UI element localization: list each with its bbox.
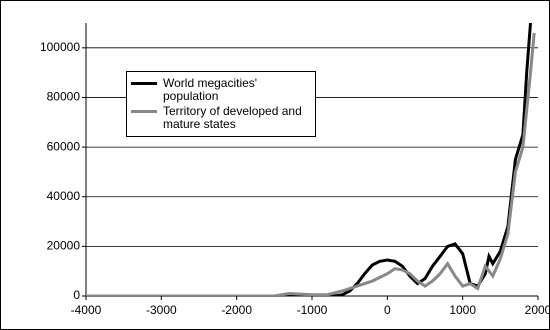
x-tick-label: 2000: [525, 303, 550, 317]
y-tick-label: 60000: [47, 139, 81, 153]
legend-label: World megacities' population: [163, 76, 258, 103]
series-line: [86, 22, 532, 296]
x-tick-label: -4000: [71, 303, 102, 317]
y-tick-label: 20000: [47, 239, 81, 253]
x-tick-label: -2000: [221, 303, 252, 317]
y-tick-label: 80000: [47, 90, 81, 104]
y-tick-label: 0: [73, 288, 80, 302]
series-line: [86, 32, 536, 296]
legend-item: Territory of developed and mature states: [131, 105, 311, 131]
x-tick-label: -3000: [146, 303, 177, 317]
legend-item: World megacities' population: [131, 77, 311, 103]
legend-swatch: [131, 110, 157, 113]
legend-swatch: [131, 82, 157, 85]
y-tick-label: 40000: [47, 189, 81, 203]
x-tick-label: 0: [384, 303, 391, 317]
y-tick-label: 100000: [40, 40, 80, 54]
x-tick-label: -1000: [297, 303, 328, 317]
legend: World megacities' population Territory of…: [126, 71, 316, 137]
x-tick-label: 1000: [449, 303, 476, 317]
legend-label: Territory of developed and mature states: [163, 104, 302, 131]
